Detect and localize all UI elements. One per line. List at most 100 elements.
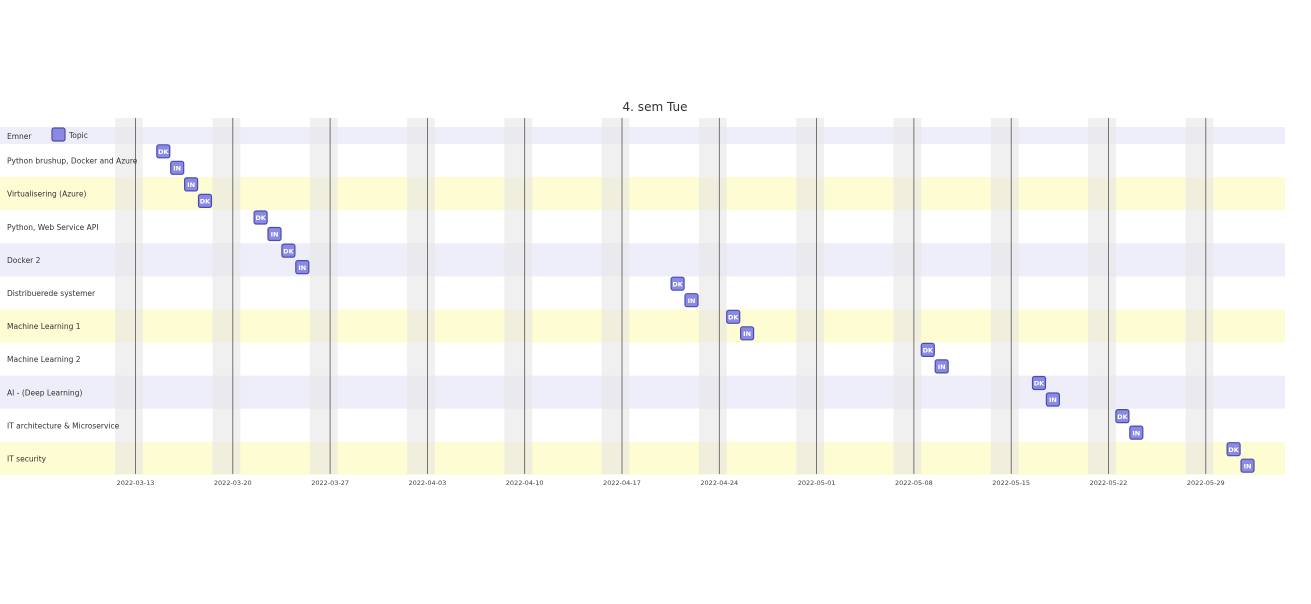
task-marker[interactable]: IN [267,226,282,242]
task-box[interactable] [726,309,741,324]
task-label: DK [1228,446,1239,454]
weekend-band [893,118,922,474]
row-label: Python, Web Service API [7,223,98,232]
task-marker[interactable]: DK [670,276,685,291]
row-label: Docker 2 [7,256,41,265]
tasks: DK IN IN DK DK IN DK IN DK IN DK IN DK IN DK IN DK IN DK IN [156,144,1255,473]
weekend-band [212,118,241,474]
task-marker[interactable]: IN [684,293,699,308]
legend-swatch [51,127,66,142]
task-label: DK [200,198,211,206]
x-tick-label: 2022-05-29 [1187,479,1225,487]
x-tick-label: 2022-03-13 [117,479,155,487]
task-marker[interactable]: IN [1240,458,1255,473]
weekend-band [504,118,533,474]
chart-title: 4. sem Tue [623,100,688,114]
task-box[interactable] [684,293,699,308]
row-label: AI - (Deep Learning) [7,388,82,397]
task-marker[interactable]: DK [920,342,935,357]
x-tick-label: 2022-05-15 [992,479,1030,487]
weekend-band [115,118,143,474]
task-label: IN [298,264,306,272]
task-marker[interactable]: IN [1129,425,1144,440]
task-label: IN [688,297,696,305]
task-box[interactable] [184,177,199,192]
task-label: DK [728,314,739,322]
task-box[interactable] [170,160,185,175]
task-marker[interactable]: DK [1115,409,1130,424]
row-labels: Emner Python brushup, Docker and Azure Vi… [7,132,138,464]
task-marker[interactable]: IN [934,359,949,374]
task-marker[interactable]: DK [1226,442,1241,457]
task-box[interactable] [670,276,685,291]
row-label: Machine Learning 2 [7,355,81,364]
task-box[interactable] [281,243,296,258]
x-tick-label: 2022-05-08 [895,479,933,487]
task-box[interactable] [1115,409,1130,424]
task-box[interactable] [1129,425,1144,440]
task-marker[interactable]: IN [739,326,755,341]
weekend-band [407,118,435,474]
task-marker[interactable]: DK [726,309,741,324]
task-label: IN [173,165,181,173]
task-marker[interactable]: IN [295,260,310,275]
task-label: IN [187,181,195,189]
task-box[interactable] [1226,442,1241,457]
weekend-band [796,118,825,474]
task-label: DK [1034,380,1045,388]
legend: Topic [51,127,88,142]
x-tick-label: 2022-04-24 [700,479,738,487]
week-lines [135,118,1207,474]
x-tick-label: 2022-03-27 [311,479,349,487]
task-box[interactable] [267,226,282,242]
task-label: DK [158,148,169,156]
task-box[interactable] [156,144,171,159]
weekend-band [990,118,1019,474]
x-tick-label: 2022-04-10 [506,479,544,487]
task-label: DK [255,214,266,222]
task-marker[interactable]: IN [1045,392,1061,407]
x-tick-label: 2022-03-20 [214,479,252,487]
task-label: IN [271,231,279,239]
task-label: DK [1117,413,1128,421]
task-marker[interactable]: DK [197,193,213,208]
task-box[interactable] [295,260,310,275]
legend-label: Topic [68,131,88,140]
row-label: IT security [7,455,47,464]
task-box[interactable] [920,342,935,357]
task-label: IN [938,363,946,371]
x-axis: 2022-03-13 2022-03-20 2022-03-27 2022-04-03… [117,479,1225,487]
row-label: IT architecture & Microservice [7,421,120,430]
weekend-band [1088,118,1116,474]
task-marker[interactable]: IN [170,160,185,175]
x-tick-label: 2022-05-22 [1090,479,1128,487]
header-row-label: Emner [7,132,32,141]
task-box[interactable] [1031,375,1047,391]
weekend-band [698,118,727,474]
row-label: Virtualisering (Azure) [7,190,86,199]
task-label: IN [1132,429,1140,437]
task-label: IN [1244,462,1252,470]
task-label: DK [283,247,294,255]
task-box[interactable] [739,326,755,341]
task-marker[interactable]: DK [281,243,296,258]
task-box[interactable] [934,359,949,374]
task-box[interactable] [1045,392,1061,407]
task-box[interactable] [197,193,213,208]
row-label: Distribuerede systemer [7,289,96,298]
task-marker[interactable]: DK [1031,375,1047,391]
task-box[interactable] [253,210,268,225]
weekend-band [309,118,338,474]
task-marker[interactable]: IN [184,177,199,192]
weekend-band [601,118,630,474]
task-marker[interactable]: DK [253,210,268,225]
weekend-band [1185,118,1214,474]
x-tick-label: 2022-04-17 [603,479,641,487]
task-box[interactable] [1240,458,1255,473]
x-tick-label: 2022-04-03 [409,479,447,487]
task-label: IN [743,330,751,338]
weekend-bands [115,118,1214,474]
x-tick-label: 2022-05-01 [798,479,836,487]
task-marker[interactable]: DK [156,144,171,159]
